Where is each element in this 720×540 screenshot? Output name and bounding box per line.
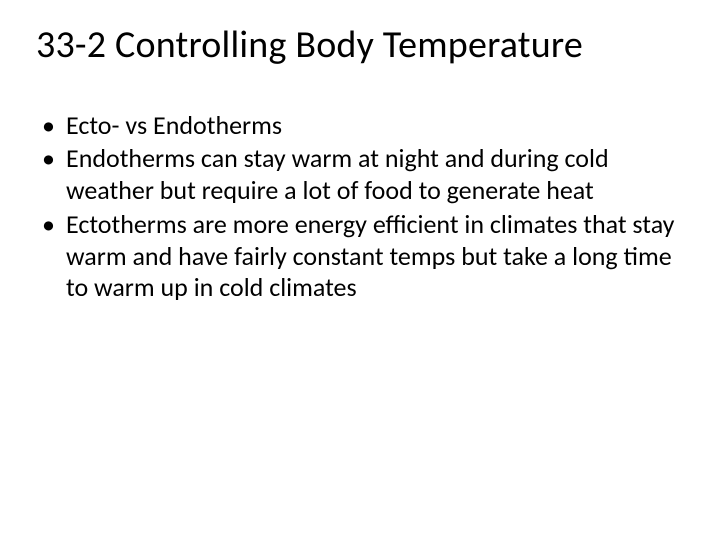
list-item: Ectotherms are more energy efficient in … bbox=[42, 209, 684, 304]
list-item: Endotherms can stay warm at night and du… bbox=[42, 143, 684, 206]
list-item: Ecto- vs Endotherms bbox=[42, 110, 684, 142]
slide-title: 33-2 Controlling Body Temperature bbox=[36, 24, 684, 68]
bullet-list: Ecto- vs Endotherms Endotherms can stay … bbox=[36, 110, 684, 304]
slide: 33-2 Controlling Body Temperature Ecto- … bbox=[0, 0, 720, 540]
